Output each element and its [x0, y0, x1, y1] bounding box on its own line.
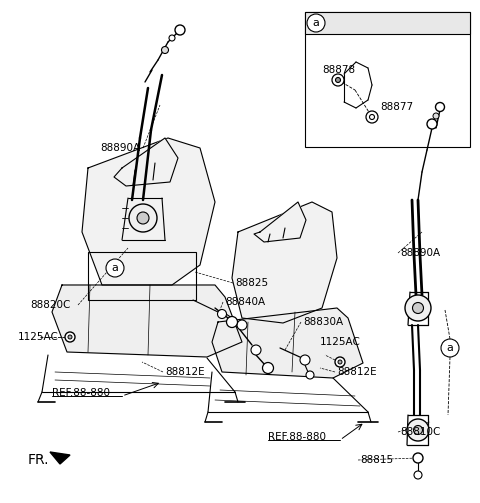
- Circle shape: [161, 46, 168, 53]
- Bar: [88, 252, 196, 300]
- Circle shape: [263, 363, 274, 374]
- Circle shape: [251, 345, 261, 355]
- Circle shape: [433, 113, 439, 119]
- Text: 88812E: 88812E: [337, 367, 377, 377]
- Circle shape: [169, 35, 175, 41]
- Bar: [305, 12, 470, 147]
- Text: a: a: [446, 343, 454, 353]
- Circle shape: [338, 360, 342, 364]
- Circle shape: [65, 332, 75, 342]
- Circle shape: [427, 119, 437, 129]
- Text: 88840A: 88840A: [225, 297, 265, 307]
- Text: 88810C: 88810C: [400, 427, 440, 437]
- Circle shape: [68, 335, 72, 339]
- Circle shape: [217, 309, 227, 318]
- Text: FR.: FR.: [28, 453, 49, 467]
- Circle shape: [175, 25, 185, 35]
- Polygon shape: [232, 202, 337, 323]
- Text: REF.88-880: REF.88-880: [268, 432, 326, 442]
- Circle shape: [412, 302, 423, 313]
- Circle shape: [405, 295, 431, 321]
- Text: 88820C: 88820C: [30, 300, 71, 310]
- Circle shape: [106, 259, 124, 277]
- Text: 88825: 88825: [235, 278, 268, 288]
- Circle shape: [407, 419, 429, 441]
- Text: 88830A: 88830A: [303, 317, 343, 327]
- Polygon shape: [50, 452, 70, 464]
- Circle shape: [237, 320, 247, 330]
- Circle shape: [300, 355, 310, 365]
- Text: REF.88-880: REF.88-880: [52, 388, 110, 398]
- Circle shape: [332, 74, 344, 86]
- Bar: [305, 12, 470, 34]
- Circle shape: [435, 103, 444, 112]
- Circle shape: [441, 339, 459, 357]
- Text: 88815: 88815: [360, 455, 393, 465]
- Circle shape: [137, 212, 149, 224]
- Circle shape: [129, 204, 157, 232]
- Circle shape: [336, 77, 340, 82]
- Circle shape: [413, 453, 423, 463]
- Text: 1125AC: 1125AC: [320, 337, 361, 347]
- Circle shape: [306, 371, 314, 379]
- Text: a: a: [111, 263, 119, 273]
- Polygon shape: [114, 138, 178, 186]
- Text: 88890A: 88890A: [100, 143, 140, 153]
- Circle shape: [370, 115, 374, 120]
- Text: a: a: [312, 18, 319, 28]
- Text: 88812E: 88812E: [165, 367, 204, 377]
- Polygon shape: [254, 202, 306, 242]
- Text: 1125AC: 1125AC: [18, 332, 59, 342]
- Text: 88878: 88878: [322, 65, 355, 75]
- Text: 88877: 88877: [380, 102, 413, 112]
- Polygon shape: [82, 138, 215, 285]
- Circle shape: [307, 14, 325, 32]
- Polygon shape: [52, 285, 242, 357]
- Text: 88890A: 88890A: [400, 248, 440, 258]
- Circle shape: [414, 471, 422, 479]
- Circle shape: [413, 426, 422, 435]
- Circle shape: [227, 316, 238, 327]
- Polygon shape: [212, 308, 363, 378]
- Circle shape: [335, 357, 345, 367]
- Circle shape: [366, 111, 378, 123]
